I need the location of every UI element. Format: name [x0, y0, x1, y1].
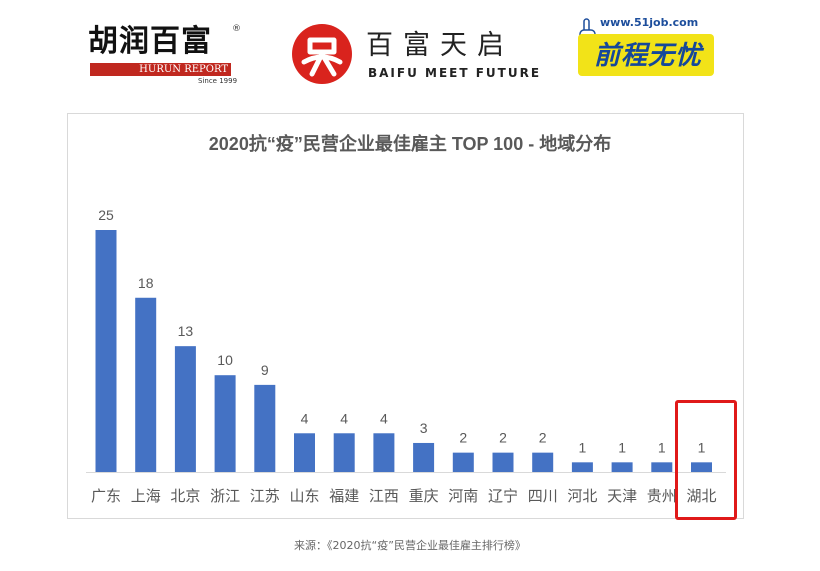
hubei-highlight-box	[675, 400, 737, 520]
x-tick-label-贵州: 贵州	[647, 487, 677, 505]
baifu-emblem-icon	[292, 24, 352, 84]
data-label-贵州: 1	[658, 439, 666, 455]
x-tick-label-浙江: 浙江	[210, 487, 240, 505]
header-logos: 胡润百富 ® HURUN REPORT Since 1999 百富天启 BAIF…	[0, 0, 820, 100]
data-label-天津: 1	[618, 439, 626, 455]
data-label-福建: 4	[340, 410, 348, 426]
data-label-江苏: 9	[261, 362, 269, 378]
x-tick-label-天津: 天津	[607, 487, 637, 505]
bar-广东	[95, 230, 117, 472]
bar-浙江	[214, 375, 236, 472]
baifu-logo-name-cn: 百富天启	[366, 30, 514, 61]
data-label-浙江: 10	[217, 352, 233, 368]
data-label-河北: 1	[579, 439, 587, 455]
bar-天津	[611, 462, 633, 472]
bar-山东	[294, 433, 315, 472]
bar-上海	[135, 297, 157, 472]
x-tick-label-湖北: 湖北	[686, 487, 716, 505]
x-tick-label-河南: 河南	[448, 487, 478, 505]
bar-北京	[174, 346, 196, 472]
hurun-logo-name-en: HURUN REPORT	[90, 63, 231, 76]
data-label-四川: 2	[539, 430, 547, 446]
x-tick-label-上海: 上海	[131, 487, 161, 505]
data-label-广东: 25	[98, 207, 114, 223]
data-label-北京: 13	[178, 323, 194, 339]
x-tick-label-福建: 福建	[329, 487, 359, 505]
bar-湖北	[691, 462, 712, 472]
data-label-重庆: 3	[420, 420, 428, 436]
hurun-logo-name-cn: 胡润百富	[88, 24, 212, 59]
baifu-logo: 百富天启 BAIFU MEET FUTURE	[290, 22, 550, 92]
x-tick-label-四川: 四川	[528, 487, 558, 505]
data-label-江西: 4	[380, 410, 388, 426]
bar-江西	[373, 433, 395, 472]
x-tick-label-广东: 广东	[91, 487, 121, 505]
bar-四川	[532, 452, 554, 472]
bar-江苏	[254, 384, 276, 472]
51job-logo: www.51job.com 前程无忧	[576, 16, 716, 80]
data-label-河南: 2	[459, 430, 467, 446]
x-tick-label-重庆: 重庆	[409, 487, 439, 505]
51job-yellow-box	[578, 34, 714, 76]
source-note: 来源：《2020抗“疫”民营企业最佳雇主排行榜》	[294, 539, 526, 552]
x-tick-label-山东: 山东	[289, 487, 319, 505]
x-tick-label-河北: 河北	[567, 487, 597, 505]
data-label-湖北: 1	[698, 439, 706, 455]
bar-福建	[333, 433, 355, 472]
data-label-辽宁: 2	[499, 430, 507, 446]
hurun-logo-since: Since 1999	[198, 77, 238, 85]
x-tick-label-江西: 江西	[369, 487, 399, 505]
baifu-logo-name-en: BAIFU MEET FUTURE	[368, 66, 542, 80]
bar-贵州	[651, 462, 673, 472]
51job-url: www.51job.com	[600, 16, 699, 29]
bar-重庆	[413, 442, 435, 472]
x-tick-label-辽宁: 辽宁	[488, 487, 518, 505]
bar-河南	[452, 452, 474, 472]
x-tick-label-北京: 北京	[170, 487, 200, 505]
bar-河北	[571, 462, 593, 472]
data-label-山东: 4	[301, 410, 309, 426]
x-tick-label-江苏: 江苏	[250, 487, 280, 505]
bar-辽宁	[492, 452, 514, 472]
data-label-上海: 18	[138, 275, 154, 291]
chart-title: 2020抗“疫”民营企业最佳雇主 TOP 100 - 地域分布	[208, 134, 612, 154]
registered-mark: ®	[232, 24, 241, 34]
51job-logo-name-cn: 前程无忧	[594, 41, 703, 71]
hurun-report-logo: 胡润百富 ® HURUN REPORT Since 1999	[88, 24, 241, 88]
